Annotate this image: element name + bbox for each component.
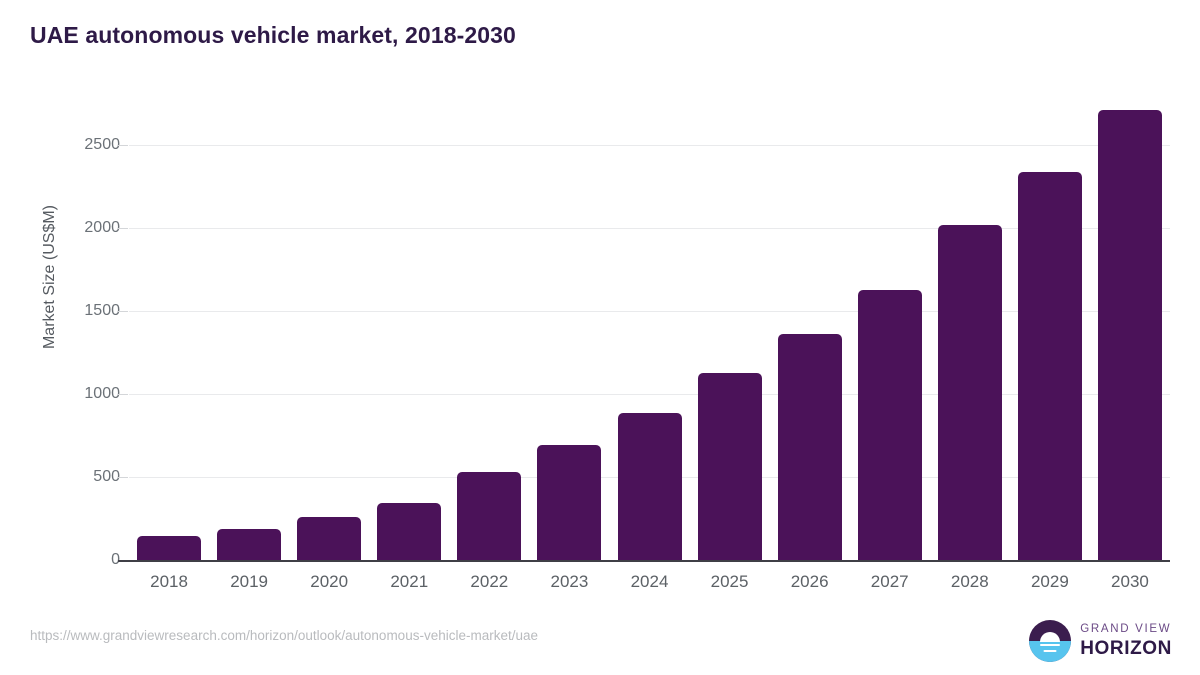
x-axis-tick-label: 2029 — [1030, 572, 1069, 591]
bar-group: 2030 — [1090, 0, 1170, 675]
y-axis-tick-mark — [118, 394, 128, 395]
x-axis-tick-label: 2023 — [550, 572, 589, 591]
bar-group: 2029 — [1010, 0, 1090, 675]
logo-sun-shape — [1040, 632, 1061, 642]
x-axis-tick-label: 2024 — [630, 572, 669, 591]
bar[interactable] — [697, 372, 762, 560]
bar[interactable] — [1017, 172, 1082, 560]
logo-text-bottom: HORIZON — [1080, 637, 1172, 659]
x-axis-tick-label: 2025 — [710, 572, 749, 591]
gridline — [129, 394, 1170, 395]
bar-group: 2020 — [289, 0, 369, 675]
bar[interactable] — [1097, 109, 1162, 560]
grand-view-horizon-logo: GRAND VIEW HORIZON — [1029, 620, 1172, 662]
bar-group: 2027 — [850, 0, 930, 675]
x-axis-tick-label: 2028 — [950, 572, 989, 591]
x-axis-tick-label: 2030 — [1111, 572, 1149, 591]
y-axis-tick-label: 1500 — [84, 302, 120, 319]
x-axis-tick-label: 2019 — [230, 572, 269, 591]
x-axis-tick-label: 2022 — [470, 572, 509, 591]
bar-group: 2025 — [690, 0, 770, 675]
bar[interactable] — [777, 333, 842, 560]
x-axis-line — [118, 560, 1170, 562]
bar[interactable] — [537, 444, 602, 560]
x-axis-tick-label: 2018 — [150, 572, 188, 591]
y-axis-tick-mark — [118, 311, 128, 312]
y-axis-tick-labels: 0 500 1000 1500 2000 2500 — [42, 100, 120, 570]
bar-group: 2028 — [930, 0, 1010, 675]
bar-series: 2018 2019 2020 2021 2022 2023 2024 2025 2026 2027… — [129, 0, 1170, 675]
bar[interactable] — [137, 535, 202, 560]
logo-ray-2 — [1043, 649, 1057, 652]
x-axis-tick-label: 2026 — [790, 572, 829, 591]
bar[interactable] — [857, 289, 922, 560]
source-url[interactable]: https://www.grandviewresearch.com/horizo… — [30, 628, 538, 643]
bar[interactable] — [297, 517, 362, 560]
gridline — [129, 145, 1170, 146]
y-axis-tick-label: 500 — [93, 468, 120, 485]
y-axis-tick-label: 2500 — [84, 136, 120, 153]
bar[interactable] — [217, 528, 282, 560]
bar[interactable] — [377, 503, 442, 560]
bar-group: 2022 — [449, 0, 529, 675]
x-axis-tick-label: 2021 — [390, 572, 429, 591]
gridline — [129, 311, 1170, 312]
bar-group: 2023 — [529, 0, 609, 675]
y-axis-tick-mark — [118, 477, 128, 478]
page-title: UAE autonomous vehicle market, 2018-2030 — [30, 22, 516, 48]
bar-group: 2019 — [209, 0, 289, 675]
x-axis-tick-label: 2020 — [310, 572, 349, 591]
bar-group: 2021 — [369, 0, 449, 675]
logo-text-top: GRAND VIEW — [1080, 623, 1172, 636]
y-axis-tick-mark — [118, 145, 128, 146]
bar-group: 2026 — [770, 0, 850, 675]
y-axis-tick-mark — [118, 228, 128, 229]
logo-wordmark: GRAND VIEW HORIZON — [1080, 624, 1172, 658]
y-axis-tick-label: 2000 — [84, 219, 120, 236]
bar-group: 2024 — [610, 0, 690, 675]
logo-ray-1 — [1040, 644, 1061, 647]
bar-group: 2018 — [129, 0, 209, 675]
horizon-sun-icon — [1029, 620, 1072, 662]
bar[interactable] — [457, 472, 522, 560]
y-axis-tick-label: 1000 — [84, 385, 120, 402]
bar[interactable] — [937, 225, 1002, 560]
x-axis-tick-label: 2027 — [870, 572, 909, 591]
bar[interactable] — [617, 413, 682, 560]
y-axis-tick-label: 0 — [111, 551, 120, 568]
gridline — [129, 228, 1170, 229]
